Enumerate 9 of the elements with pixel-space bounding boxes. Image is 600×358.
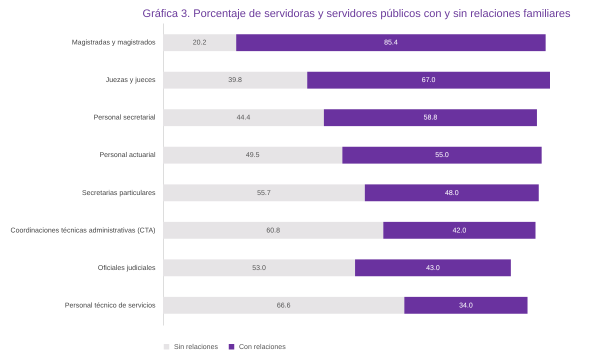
bar xyxy=(383,222,536,239)
bar xyxy=(324,109,537,126)
bar xyxy=(307,72,550,89)
chart-title: Gráfica 3. Porcentaje de servidoras y servidores públicos con y sin relaciones familiares xyxy=(142,8,571,20)
bar xyxy=(364,184,539,202)
bar xyxy=(404,296,528,314)
bar xyxy=(236,34,546,52)
bar xyxy=(355,259,511,276)
bar xyxy=(342,146,542,164)
